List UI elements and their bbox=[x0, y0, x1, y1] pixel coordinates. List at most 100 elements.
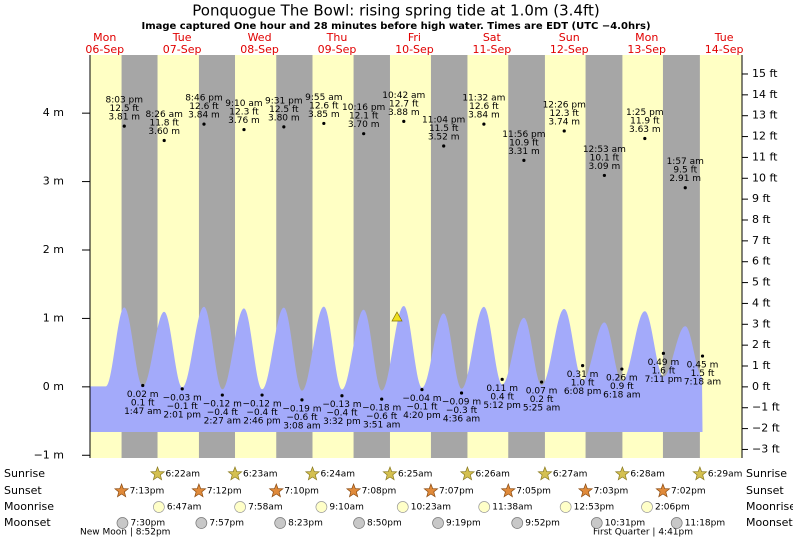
sunset-icon bbox=[423, 483, 439, 498]
sunrise-time: 6:29am bbox=[708, 470, 743, 480]
tide-point bbox=[282, 125, 286, 129]
moonset-time: 8:50pm bbox=[367, 519, 402, 529]
tide-label: 8:26 am bbox=[146, 110, 183, 120]
moonrise-time: 2:06pm bbox=[655, 503, 690, 513]
moonrise-icon bbox=[641, 501, 653, 513]
tide-point bbox=[402, 119, 406, 123]
tide-label: 0.07 m bbox=[526, 387, 558, 397]
tide-point bbox=[141, 383, 145, 388]
sunset-icon bbox=[577, 483, 594, 498]
y2-tick-label: 0 ft bbox=[752, 380, 771, 393]
y2-tick-label: 1 ft bbox=[752, 359, 771, 372]
tide-label: 3:51 am bbox=[363, 421, 400, 431]
tide-label: 0.2 ft bbox=[530, 395, 554, 405]
moonset-time: 9:19pm bbox=[446, 519, 481, 529]
moonset-icon bbox=[670, 517, 683, 529]
tide-label: 10.9 ft bbox=[509, 138, 539, 148]
sunset-icon bbox=[113, 483, 130, 498]
sunrise-icon bbox=[227, 466, 243, 481]
tide-label: −0.4 ft bbox=[207, 408, 239, 418]
tide-label: 9:55 am bbox=[305, 93, 342, 103]
y-tick-label: −1 m bbox=[34, 448, 64, 461]
moonset-time: 9:52pm bbox=[525, 519, 560, 529]
tide-label: 0.49 m bbox=[648, 358, 680, 368]
row-label: Moonrise bbox=[4, 500, 54, 513]
tide-point bbox=[482, 122, 486, 126]
tide-label: 10:16 pm bbox=[342, 103, 385, 113]
moonset-time: 7:57pm bbox=[209, 519, 244, 529]
sunset-time: 7:13pm bbox=[130, 487, 165, 497]
tide-label: 12.3 ft bbox=[549, 109, 579, 119]
day-date: 06-Sep bbox=[85, 43, 124, 56]
tide-label: 2:46 pm bbox=[243, 417, 281, 427]
y2-tick-label: 11 ft bbox=[752, 150, 778, 163]
sunrise-time: 6:28am bbox=[630, 470, 665, 480]
y2-tick-label: 13 ft bbox=[752, 109, 778, 122]
moonrise-icon bbox=[315, 501, 328, 513]
y2-tick-label: 12 ft bbox=[752, 130, 778, 143]
moonrise-icon bbox=[396, 501, 409, 513]
row-label: Moonrise bbox=[746, 500, 793, 513]
tide-label: 3.70 m bbox=[348, 120, 380, 130]
row-label: Sunrise bbox=[746, 467, 787, 480]
sunset-time: 7:02pm bbox=[671, 487, 706, 497]
tide-label: 12.5 ft bbox=[110, 104, 140, 114]
tide-label: 11:04 pm bbox=[422, 116, 465, 126]
tide-label: 8:46 pm bbox=[185, 94, 223, 104]
moonset-icon bbox=[432, 517, 444, 529]
sunset-icon bbox=[345, 483, 362, 498]
row-label: Moonset bbox=[746, 516, 793, 529]
sunset-time: 7:10pm bbox=[284, 487, 319, 497]
new-moon: New Moon | 8:52pm bbox=[80, 528, 170, 538]
tide-label: 3.81 m bbox=[108, 113, 140, 123]
tide-label: 12.6 ft bbox=[309, 101, 339, 111]
moonset-time: 10:31pm bbox=[605, 519, 645, 529]
moonset-icon bbox=[590, 517, 603, 529]
tide-point bbox=[683, 186, 687, 190]
tide-label: −0.3 ft bbox=[446, 406, 478, 416]
day-name: Thu bbox=[326, 31, 348, 44]
tide-label: 1:57 am bbox=[667, 157, 704, 167]
sunrise-time: 6:26am bbox=[475, 470, 510, 480]
moonrise-icon bbox=[153, 501, 165, 513]
tide-label: 0.4 ft bbox=[490, 392, 514, 402]
tide-label: 0.11 m bbox=[486, 384, 518, 394]
tide-label: 6:18 am bbox=[603, 391, 640, 401]
tide-label: 11.8 ft bbox=[149, 119, 179, 129]
moonrise-time: 11:38am bbox=[492, 503, 532, 513]
sunset-icon bbox=[268, 483, 284, 498]
y-tick-label: 3 m bbox=[43, 175, 64, 188]
tide-label: 12.5 ft bbox=[269, 105, 299, 115]
moonset-time: 8:23pm bbox=[288, 519, 323, 529]
day-name: Tue bbox=[172, 31, 192, 44]
sunset-time: 7:12pm bbox=[207, 487, 242, 497]
tide-point bbox=[581, 364, 585, 368]
tide-label: 1.0 ft bbox=[571, 379, 595, 389]
tide-label: 6:08 pm bbox=[564, 387, 602, 397]
tide-label: −0.12 m bbox=[203, 400, 242, 410]
tide-point bbox=[442, 144, 446, 148]
y2-tick-label: 10 ft bbox=[752, 171, 778, 184]
day-name: Mon bbox=[93, 31, 116, 44]
y2-tick-label: −1 ft bbox=[752, 401, 780, 414]
tide-label: 7:11 pm bbox=[645, 375, 683, 385]
now-marker bbox=[391, 311, 403, 322]
tide-point bbox=[260, 393, 264, 397]
tide-label: −0.18 m bbox=[362, 404, 401, 414]
tide-point bbox=[242, 127, 246, 132]
tide-point bbox=[220, 393, 224, 397]
tide-label: 3:32 pm bbox=[323, 417, 361, 427]
tide-label: 3.74 m bbox=[548, 117, 580, 127]
first-quarter: First Quarter | 4:41pm bbox=[593, 528, 693, 538]
tide-label: 1:47 am bbox=[124, 407, 161, 417]
tide-label: 4:36 am bbox=[443, 415, 480, 425]
tide-label: 2:01 pm bbox=[163, 410, 201, 420]
row-label: Sunset bbox=[4, 484, 42, 497]
day-date: 10-Sep bbox=[395, 43, 434, 56]
tide-label: 11.9 ft bbox=[630, 116, 660, 126]
tide-label: 1:25 pm bbox=[626, 108, 664, 118]
tide-label: 11:56 pm bbox=[502, 130, 545, 140]
sunrise-time: 6:24am bbox=[320, 470, 355, 480]
moonset-time: 7:30pm bbox=[130, 519, 165, 529]
